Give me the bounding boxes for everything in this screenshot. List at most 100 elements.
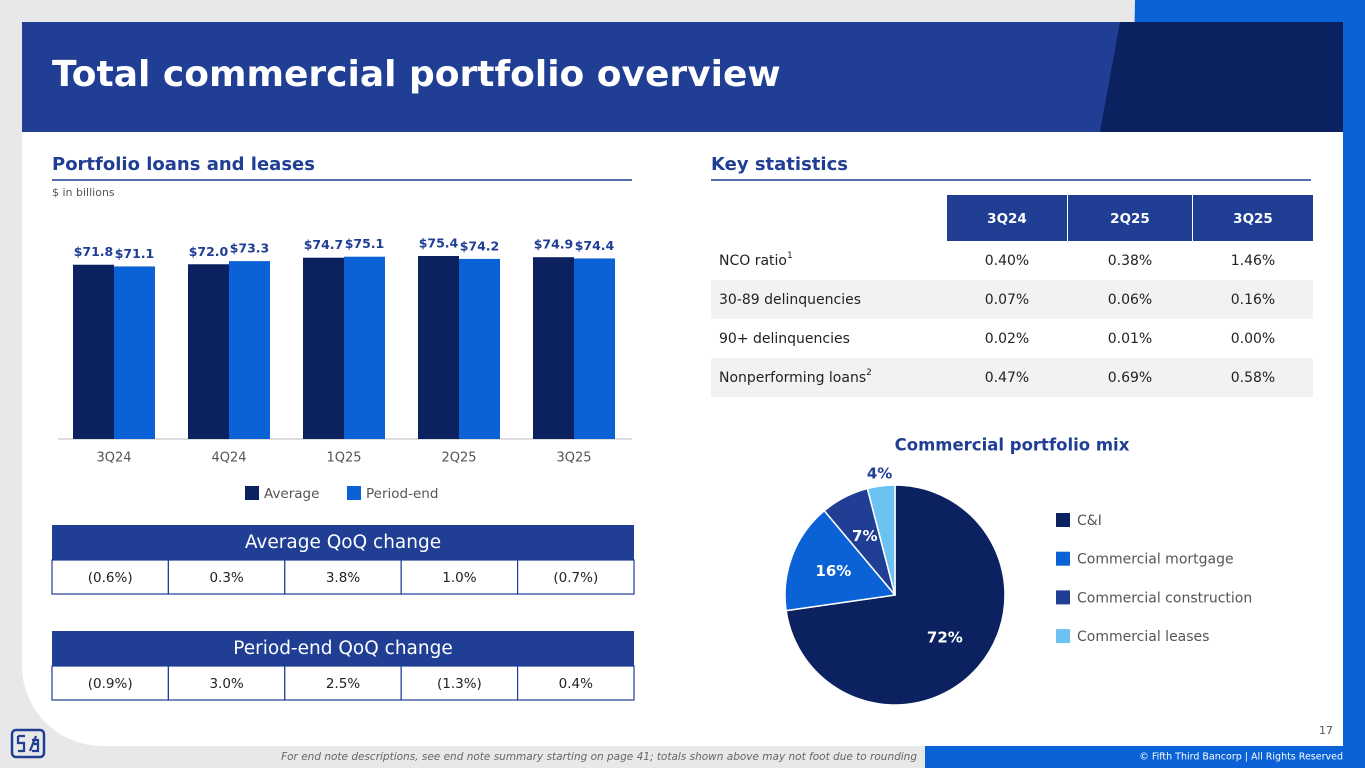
cell-value: (0.9%) [88,676,133,692]
bar-value-label: $74.4 [575,238,615,253]
table-cell [51,559,170,595]
logo-mark [16,734,40,753]
cell-value: 0.01% [1108,331,1152,347]
header-accent [1100,22,1343,132]
column-header [1193,195,1313,241]
row-label-text: Nonperforming loans [719,370,866,386]
pie-slice [784,509,897,612]
bar-value-label: $74.9 [534,237,574,252]
page-title: Total commercial portfolio overview [52,54,781,95]
cell-value: 0.69% [1108,370,1152,386]
bar [459,258,500,439]
cell-value: 0.38% [1108,253,1152,269]
bar-value-label: $71.8 [74,244,114,259]
row-label-text: 30-89 delinquencies [719,292,861,308]
bar-value-label: $74.7 [304,237,344,252]
cell-value: 1.46% [1231,253,1275,269]
bar-value-label: $73.3 [230,241,270,256]
row-label: 90+ delinquencies [719,331,850,347]
column-header-label: 3Q25 [1233,211,1273,227]
row-shade [711,280,1313,319]
legend-label: Period-end [366,486,438,502]
chart-subtitle: $ in billions [52,186,115,199]
table-header [52,631,634,666]
column-header-label: 2Q25 [1110,211,1150,227]
legend-label: Commercial construction [1077,590,1252,606]
section-title: Portfolio loans and leases [52,154,315,175]
column-header [1068,195,1192,241]
cell-value: 0.07% [985,292,1029,308]
bar-value-label: $75.1 [345,236,385,251]
row-label: NCO ratio1 [719,251,793,270]
table-cell [516,665,635,701]
slice-label: 7% [852,527,877,545]
legend-swatch [1056,551,1070,566]
legend-swatch [1056,629,1070,644]
table-cell [167,559,286,595]
legend-label: Average [264,486,319,502]
footnote-mark: 1 [787,251,793,261]
footer-band [925,746,1365,768]
table-title: Average QoQ change [245,532,441,553]
slice-label: 16% [815,562,851,580]
x-tick-label: 1Q25 [326,451,361,466]
bar-value-label: $71.1 [115,246,155,261]
table-header [52,525,634,560]
logo-frame [10,728,46,759]
legend-swatch [1056,513,1070,527]
legend-label: Commercial mortgage [1077,552,1234,568]
cell-value: (0.7%) [553,570,598,586]
table-cell [284,665,402,701]
footnote-mark: 2 [866,368,872,378]
table-title: Period-end QoQ change [233,638,453,659]
cell-value: 0.02% [985,331,1029,347]
cell-value: 0.06% [1108,292,1152,308]
cell-value: 0.4% [559,676,593,692]
column-header [947,195,1067,241]
legend-label: C&I [1077,513,1102,529]
pie-slice [866,484,896,596]
cell-value: 0.00% [1231,331,1275,347]
cell-value: 3.8% [326,570,360,586]
legend-label: Commercial leases [1077,629,1209,645]
row-label: 30-89 delinquencies [719,292,861,308]
cell-value: 3.0% [209,676,243,692]
bar-value-label: $74.2 [460,238,500,253]
bar [574,258,615,439]
page-number: 17 [1319,724,1333,737]
cell-value: 0.3% [209,570,243,586]
chart-title: Commercial portfolio mix [895,436,1130,455]
bar [303,257,344,439]
legend-swatch [245,486,259,500]
row-shade [711,358,1313,397]
bar [114,266,155,439]
logo [10,728,46,759]
bar [188,264,229,439]
row-label-text: 90+ delinquencies [719,331,850,347]
x-tick-label: 2Q25 [441,451,476,466]
row-label: Nonperforming loans2 [719,368,872,387]
copyright: © Fifth Third Bancorp | All Rights Reser… [1139,752,1343,763]
table-cell [51,665,170,701]
column-header-label: 3Q24 [987,211,1027,227]
slice-label: 4% [867,464,892,482]
bar [229,261,270,439]
cell-value: 0.58% [1231,370,1275,386]
row-label-text: NCO ratio [719,253,787,269]
cell-value: (0.6%) [88,570,133,586]
bar [533,257,574,439]
slice-label: 72% [927,629,963,647]
cell-value: 2.5% [326,676,360,692]
bar [418,256,459,439]
cell-value: 0.40% [985,253,1029,269]
cell-value: 0.47% [985,370,1029,386]
x-tick-label: 4Q24 [211,451,246,466]
table-cell [284,559,402,595]
cell-value: 1.0% [442,570,476,586]
cell-value: 0.16% [1231,292,1275,308]
legend-swatch [347,486,361,500]
x-tick-label: 3Q24 [96,451,131,466]
legend-swatch [1056,590,1070,605]
